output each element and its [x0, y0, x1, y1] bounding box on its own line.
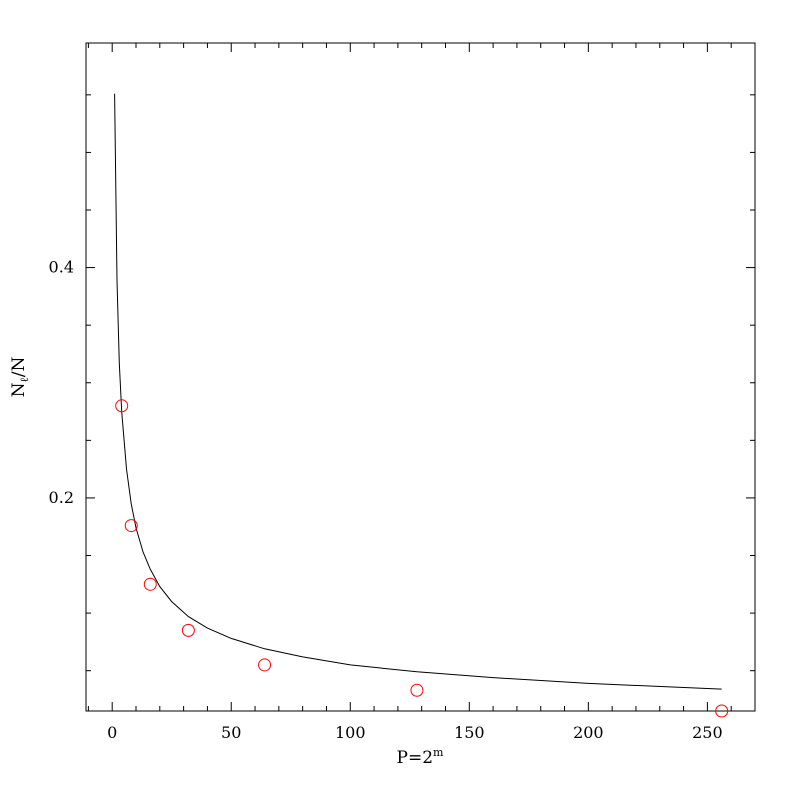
data-point [124, 519, 138, 533]
data-point [181, 623, 195, 637]
y-axis-title: Nℓ/N [9, 356, 31, 397]
axis-ticks [86, 43, 755, 711]
x-axis-title-main: P=2 [397, 748, 434, 768]
data-point [115, 399, 129, 413]
y-tick-label: 0.4 [49, 258, 74, 277]
x-axis-title-sup: m [433, 746, 444, 759]
data-point [410, 683, 424, 697]
x-tick-label: 150 [454, 723, 485, 742]
fit-curve [114, 93, 722, 690]
y-tick-label: 0.2 [49, 488, 74, 507]
x-tick-label: 0 [107, 723, 117, 742]
data-point [715, 704, 729, 718]
data-points [115, 399, 729, 718]
x-tick-label: 200 [573, 723, 604, 742]
y-axis-title-sub: ℓ [18, 377, 31, 382]
x-axis-title: P=2m [397, 746, 445, 768]
x-tick-label: 50 [221, 723, 241, 742]
x-tick-label: 250 [692, 723, 723, 742]
plot-frame [85, 42, 756, 712]
tick-labels: 0 50 100 150 200 250 0.2 0.4 [49, 258, 723, 742]
data-point [143, 577, 157, 591]
y-axis-title-main: N [9, 382, 29, 397]
data-point [258, 658, 272, 672]
x-tick-label: 100 [335, 723, 366, 742]
y-axis-title-rest: /N [9, 356, 29, 377]
